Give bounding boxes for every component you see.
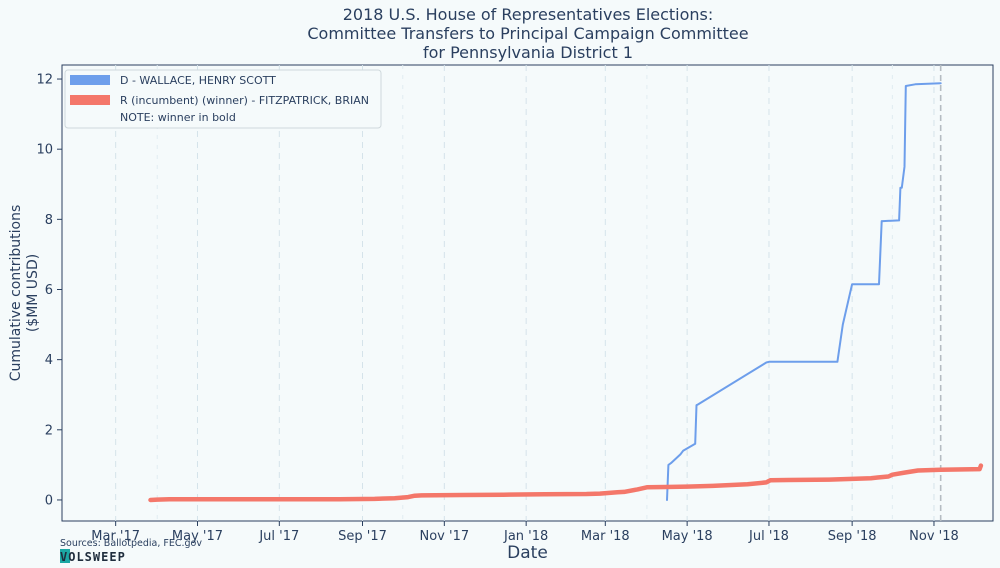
- x-axis-ticks: Mar '17 May '17 Jul '17 Sep '17 Nov '17 Jan '…: [91, 521, 959, 544]
- volsweep-logo: VOLSWEEP: [60, 549, 126, 564]
- logo-text: VOLSWEEP: [60, 550, 126, 564]
- x-tick-label: Jan '18: [503, 529, 548, 544]
- y-axis-title: Cumulative contributions ($MM USD): [8, 205, 41, 382]
- plot-area: [61, 64, 994, 522]
- y-tick-label: 10: [36, 143, 53, 158]
- legend-box: [64, 69, 382, 129]
- title-line: 2018 U.S. House of Representatives Elect…: [343, 5, 714, 24]
- x-tick-label: Mar '17: [91, 529, 140, 544]
- legend-swatch: [70, 95, 110, 105]
- y-tick-label: 0: [45, 493, 53, 508]
- legend: D - WALLACE, HENRY SCOTT R (incumbent) (w…: [64, 69, 382, 129]
- x-tick-label: May '18: [662, 529, 713, 544]
- title-line: Committee Transfers to Principal Campaig…: [307, 24, 748, 43]
- x-tick-label: Sep '17: [338, 529, 387, 544]
- x-axis-title: Date: [507, 543, 548, 563]
- y-tick-label: 2: [45, 423, 53, 438]
- y-axis-title-line: ($MM USD): [25, 254, 41, 332]
- source-note: Sources: Ballotpedia, FEC.gov: [60, 538, 202, 549]
- y-tick-label: 4: [45, 353, 53, 368]
- y-tick-label: 8: [45, 213, 53, 228]
- x-tick-label: Jul '17: [258, 529, 299, 544]
- y-axis-title-line: Cumulative contributions: [8, 205, 24, 382]
- x-tick-label: Nov '17: [420, 529, 470, 544]
- logo-badge: [60, 549, 70, 563]
- chart-title: 2018 U.S. House of Representatives Elect…: [307, 5, 748, 62]
- x-tick-label: Sep '18: [828, 529, 877, 544]
- y-tick-label: 6: [45, 283, 53, 298]
- legend-swatch: [70, 75, 110, 85]
- x-tick-label: Jul '18: [748, 529, 789, 544]
- series-lines: [148, 82, 984, 503]
- y-tick-label: 12: [36, 73, 53, 88]
- series-line-fitzpatrick: [148, 463, 984, 503]
- x-tick-label: May '17: [172, 529, 223, 544]
- legend-label: D - WALLACE, HENRY SCOTT: [120, 74, 276, 87]
- series-line-wallace: [666, 82, 942, 501]
- y-axis-ticks: 0 2 4 6 8 10 12: [36, 73, 62, 508]
- gridlines: [115, 65, 942, 521]
- legend-note: NOTE: winner in bold: [120, 111, 236, 124]
- x-tick-label: Mar '18: [581, 529, 630, 544]
- x-tick-label: Nov '18: [909, 529, 959, 544]
- title-line: for Pennsylvania District 1: [423, 43, 633, 62]
- legend-label: R (incumbent) (winner) - FITZPATRICK, BR…: [120, 94, 369, 107]
